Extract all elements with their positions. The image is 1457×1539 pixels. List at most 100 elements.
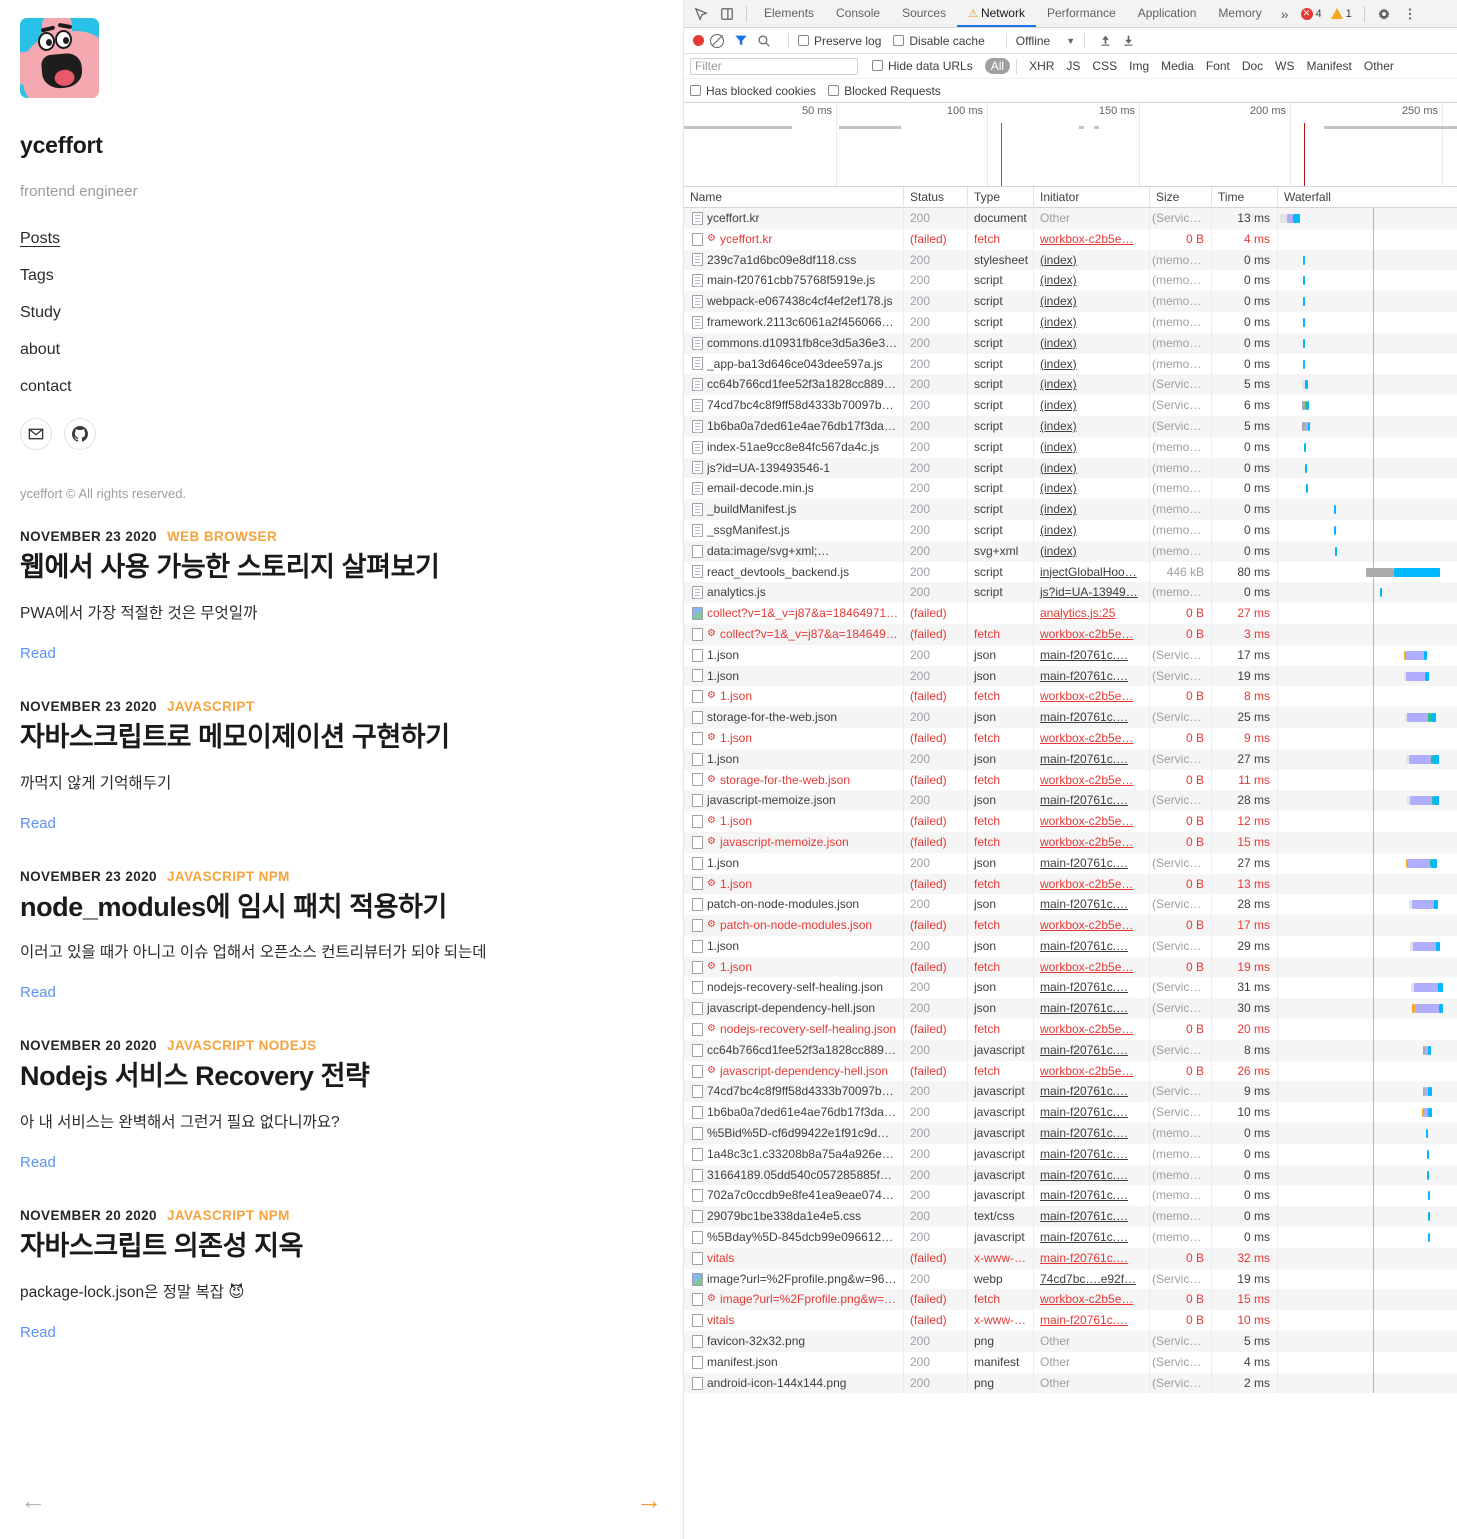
devtools-menu-icon[interactable] [1397,1,1423,27]
cell-name[interactable]: %5Bid%5D-cf6d99422e1f91c9d… [684,1123,904,1144]
table-row[interactable]: ⚙ javascript-memoize.json (failed) fetch wor… [684,831,1457,853]
table-row[interactable]: 1b6ba0a7ded61e4ae76db17f3da… 200 script (in… [684,415,1457,437]
table-row[interactable]: nodejs-recovery-self-healing.json 200 json… [684,977,1457,999]
tab-sources[interactable]: Sources [902,6,947,20]
initiator-link[interactable]: workbox-c2b5e… [1040,231,1134,246]
initiator-link[interactable]: main-f20761c.… [1040,1188,1129,1203]
cell-name[interactable]: 31664189.05dd540c057285885f… [684,1164,904,1186]
cell-name[interactable]: data:image/svg+xml;… [684,540,904,562]
inspect-element-icon[interactable] [688,1,714,27]
cell-name[interactable]: 29079bc1be338da1e4e5.css [684,1206,904,1228]
initiator-link[interactable]: main-f20761c.… [1040,647,1129,662]
table-row[interactable]: 1a48c3c1.c33208b8a75a4a926e… 200 javascrip… [684,1143,1457,1165]
cell-name[interactable]: webpack-e067438c4cf4ef2ef178.js [684,291,904,312]
filter-input[interactable] [690,57,858,75]
cell-name[interactable]: yceffort.kr [684,208,904,229]
tab-elements[interactable]: Elements [764,6,815,20]
initiator-link[interactable]: workbox-c2b5e… [1040,876,1134,891]
initiator-link[interactable]: (index) [1040,460,1077,475]
table-row[interactable]: image?url=%2Fprofile.png&w=96… 200 webp 74c… [684,1268,1457,1290]
column-header-time[interactable]: Time [1212,187,1278,208]
cell-name[interactable]: collect?v=1&_v=j87&a=18464971… [684,603,904,624]
cell-name[interactable]: ⚙ 1.json [684,873,904,895]
cell-name[interactable]: ⚙ collect?v=1&_v=j87&a=184649… [684,623,904,645]
post-title[interactable]: 웹에서 사용 가능한 스토리지 살펴보기 [20,552,440,582]
initiator-link[interactable]: main-f20761c.… [1040,1042,1129,1057]
cell-name[interactable]: ⚙ javascript-dependency-hell.json [684,1060,904,1082]
initiator-link[interactable]: (index) [1040,439,1077,454]
initiator-link[interactable]: (index) [1040,398,1077,413]
initiator-link[interactable]: analytics.js:25 [1040,606,1116,621]
initiator-link[interactable]: workbox-c2b5e… [1040,814,1134,829]
cell-name[interactable]: ⚙ javascript-memoize.json [684,831,904,853]
table-row[interactable]: ⚙ 1.json (failed) fetch workbox-c2b5e… 0 B 12 … [684,811,1457,832]
cell-name[interactable]: 1.json [684,665,904,687]
cell-name[interactable]: _buildManifest.js [684,499,904,520]
type-filter-ws[interactable]: WS [1275,59,1295,73]
initiator-link[interactable]: (index) [1040,294,1077,309]
cell-name[interactable]: commons.d10931fb8ce3d5a36e3… [684,332,904,354]
table-row[interactable]: 1.json 200 json main-f20761c.… (Service… 19 m… [684,665,1457,687]
initiator-link[interactable]: workbox-c2b5e… [1040,834,1134,849]
initiator-link[interactable]: (index) [1040,418,1077,433]
post-title[interactable]: node_modules에 임시 패치 적용하기 [20,891,447,922]
table-row[interactable]: ⚙ patch-on-node-modules.json (failed) fetch… [684,915,1457,936]
initiator-link[interactable]: main-f20761c.… [1040,1126,1129,1141]
cell-name[interactable]: framework.2113c6061a2f456066… [684,311,904,333]
type-filter-other[interactable]: Other [1363,59,1394,73]
column-header-type[interactable]: Type [968,187,1034,208]
initiator-link[interactable]: workbox-c2b5e… [1040,730,1134,745]
device-toolbar-icon[interactable] [714,1,740,27]
type-filter-doc[interactable]: Doc [1241,59,1264,73]
cell-name[interactable]: react_devtools_backend.js [684,561,904,583]
initiator-link[interactable]: main-f20761c.… [1040,1230,1129,1245]
cell-name[interactable]: manifest.json [684,1351,904,1373]
table-row[interactable]: patch-on-node-modules.json 200 json main-f2… [684,894,1457,916]
blocked-requests-checkbox[interactable] [828,84,840,96]
cell-name[interactable]: storage-for-the-web.json [684,707,904,728]
type-filter-css[interactable]: CSS [1092,59,1118,73]
type-filter-media[interactable]: Media [1161,59,1194,73]
cell-name[interactable]: ⚙ 1.json [684,727,904,749]
preserve-log-option[interactable]: Preserve log [798,34,881,48]
table-row[interactable]: 1.json 200 json main-f20761c.… (Service… 27 m… [684,852,1457,874]
table-row[interactable]: vitals (failed) x-www-… main-f20761c.… 0 B 10… [684,1310,1457,1332]
tab-performance[interactable]: Performance [1046,6,1116,20]
has-blocked-cookies-checkbox[interactable] [690,84,701,96]
table-row[interactable]: 1.json 200 json main-f20761c.… (Service… 29 m… [684,935,1457,957]
nav-item-contact[interactable]: contact [20,378,72,395]
more-tabs-icon[interactable]: » [1280,5,1289,22]
table-row[interactable]: 1.json 200 json main-f20761c.… (Service… 27 m… [684,748,1457,770]
cell-name[interactable]: favicon-32x32.png [684,1331,904,1352]
settings-gear-icon[interactable] [1371,1,1397,27]
table-row[interactable]: 74cd7bc4c8f9ff58d4333b70097b… 200 javascri… [684,1081,1457,1103]
initiator-link[interactable]: (index) [1040,502,1077,517]
initiator-link[interactable]: (index) [1040,335,1077,350]
initiator-link[interactable]: main-f20761c.… [1040,1146,1129,1161]
table-row[interactable]: 239c7a1d6bc09e8df118.css 200 stylesheet (in… [684,249,1457,271]
table-row[interactable]: 1b6ba0a7ded61e4ae76db17f3da… 200 javascrip… [684,1102,1457,1124]
cell-name[interactable]: _app-ba13d646ce043dee597a.js [684,353,904,375]
initiator-link[interactable]: main-f20761c.… [1040,980,1129,995]
initiator-link[interactable]: workbox-c2b5e… [1040,689,1134,704]
initiator-link[interactable]: workbox-c2b5e… [1040,1063,1134,1078]
cell-name[interactable]: ⚙ image?url=%2Fprofile.png&w=… [684,1289,904,1311]
preserve-log-checkbox[interactable] [798,34,809,46]
table-row[interactable]: framework.2113c6061a2f456066… 200 script (i… [684,311,1457,333]
initiator-link[interactable]: (index) [1040,543,1077,558]
table-row[interactable]: collect?v=1&_v=j87&a=18464971… (failed) an… [684,603,1457,624]
throttling-select[interactable]: Offline [1015,33,1051,48]
initiator-link[interactable]: main-f20761c.… [1040,710,1129,725]
cell-name[interactable]: ⚙ patch-on-node-modules.json [684,915,904,936]
initiator-link[interactable]: main-f20761c.… [1040,1250,1129,1265]
cell-name[interactable]: vitals [684,1310,904,1332]
nav-item-tags[interactable]: Tags [20,267,54,284]
post-read-link[interactable]: Read [20,1154,56,1171]
mail-link[interactable] [20,418,52,450]
disable-cache-checkbox[interactable] [893,34,905,46]
cell-name[interactable]: ⚙ 1.json [684,811,904,832]
initiator-link[interactable]: (index) [1040,314,1077,329]
column-header-initiator[interactable]: Initiator [1034,187,1150,208]
next-page-arrow-icon[interactable]: → [636,1485,662,1515]
table-row[interactable]: data:image/svg+xml;… 200 svg+xml (index) (me… [684,540,1457,562]
